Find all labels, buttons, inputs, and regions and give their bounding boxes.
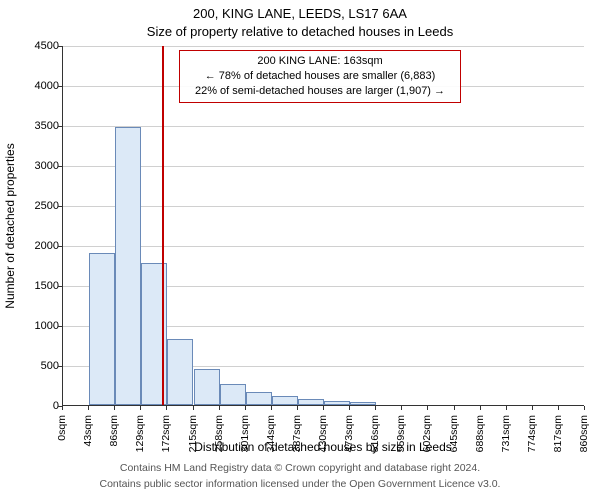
x-tick-mark: [140, 406, 141, 410]
histogram-bar: [89, 253, 115, 405]
x-tick-label: 86sqm: [108, 415, 120, 475]
y-tick-mark: [58, 86, 62, 87]
y-axis-label: Number of detached properties: [3, 143, 17, 308]
x-tick-mark: [375, 406, 376, 410]
chart-container: 200, KING LANE, LEEDS, LS17 6AA Size of …: [0, 0, 600, 500]
y-tick-label: 500: [19, 360, 59, 372]
histogram-bar: [350, 402, 376, 405]
y-tick-mark: [58, 286, 62, 287]
footer-licence: Contains public sector information licen…: [0, 478, 600, 490]
annotation-line: 200 KING LANE: 163sqm: [186, 54, 454, 69]
histogram-bar: [220, 384, 246, 405]
x-tick-label: 860sqm: [578, 415, 590, 475]
histogram-bar: [324, 401, 350, 405]
y-tick-label: 1500: [19, 280, 59, 292]
x-tick-label: 559sqm: [395, 415, 407, 475]
x-tick-mark: [245, 406, 246, 410]
annotation-line: ← 78% of detached houses are smaller (6,…: [186, 69, 454, 84]
x-tick-mark: [401, 406, 402, 410]
x-tick-mark: [193, 406, 194, 410]
x-tick-label: 688sqm: [474, 415, 486, 475]
y-tick-label: 3500: [19, 120, 59, 132]
y-tick-mark: [58, 326, 62, 327]
y-tick-label: 2000: [19, 240, 59, 252]
title-address: 200, KING LANE, LEEDS, LS17 6AA: [0, 6, 600, 21]
histogram-bar: [167, 339, 193, 405]
x-tick-label: 301sqm: [239, 415, 251, 475]
x-tick-label: 258sqm: [213, 415, 225, 475]
x-tick-label: 129sqm: [134, 415, 146, 475]
y-tick-mark: [58, 166, 62, 167]
x-tick-label: 817sqm: [552, 415, 564, 475]
x-tick-mark: [584, 406, 585, 410]
x-tick-label: 430sqm: [317, 415, 329, 475]
y-tick-mark: [58, 46, 62, 47]
x-tick-label: 43sqm: [82, 415, 94, 475]
x-tick-label: 387sqm: [291, 415, 303, 475]
x-tick-label: 731sqm: [500, 415, 512, 475]
x-tick-label: 516sqm: [369, 415, 381, 475]
x-tick-mark: [532, 406, 533, 410]
x-tick-mark: [558, 406, 559, 410]
annotation-line: 22% of semi-detached houses are larger (…: [186, 84, 454, 99]
x-tick-mark: [297, 406, 298, 410]
x-tick-label: 172sqm: [160, 415, 172, 475]
y-tick-label: 3000: [19, 160, 59, 172]
y-tick-label: 0: [19, 400, 59, 412]
y-tick-label: 4000: [19, 80, 59, 92]
x-tick-label: 473sqm: [343, 415, 355, 475]
x-tick-mark: [88, 406, 89, 410]
x-tick-mark: [114, 406, 115, 410]
x-tick-mark: [219, 406, 220, 410]
x-tick-mark: [480, 406, 481, 410]
x-tick-label: 602sqm: [421, 415, 433, 475]
x-tick-mark: [506, 406, 507, 410]
x-tick-label: 344sqm: [265, 415, 277, 475]
histogram-bar: [246, 392, 272, 405]
x-tick-mark: [62, 406, 63, 410]
x-tick-mark: [427, 406, 428, 410]
reference-line: [162, 46, 164, 405]
title-subtitle: Size of property relative to detached ho…: [0, 24, 600, 39]
histogram-bar: [272, 396, 298, 405]
x-tick-mark: [454, 406, 455, 410]
y-tick-mark: [58, 206, 62, 207]
y-tick-label: 2500: [19, 200, 59, 212]
y-tick-mark: [58, 246, 62, 247]
x-tick-mark: [166, 406, 167, 410]
annotation-box: 200 KING LANE: 163sqm← 78% of detached h…: [179, 50, 461, 103]
histogram-bar: [115, 127, 141, 405]
x-tick-label: 774sqm: [526, 415, 538, 475]
x-tick-label: 645sqm: [448, 415, 460, 475]
x-tick-label: 0sqm: [56, 415, 68, 475]
y-tick-mark: [58, 366, 62, 367]
gridline: [63, 46, 584, 47]
y-tick-label: 1000: [19, 320, 59, 332]
y-tick-label: 4500: [19, 40, 59, 52]
x-tick-mark: [323, 406, 324, 410]
histogram-bar: [194, 369, 220, 405]
plot-area: 200 KING LANE: 163sqm← 78% of detached h…: [62, 46, 584, 406]
histogram-bar: [298, 399, 324, 405]
x-tick-label: 215sqm: [187, 415, 199, 475]
x-tick-mark: [271, 406, 272, 410]
y-tick-mark: [58, 126, 62, 127]
x-tick-mark: [349, 406, 350, 410]
